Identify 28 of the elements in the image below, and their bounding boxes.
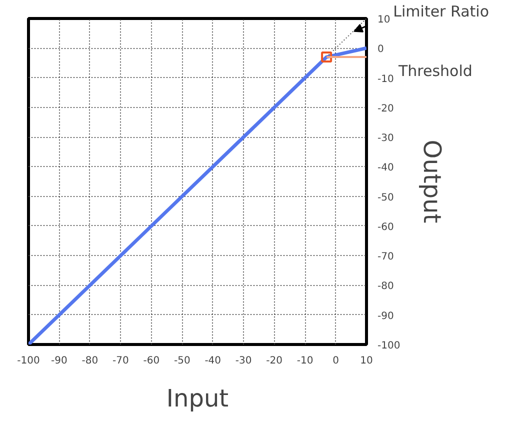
y-tick-label: -80 [378, 281, 394, 292]
x-tick-label: -80 [82, 356, 98, 366]
x-tick-label: -100 [17, 356, 40, 366]
y-tick-label: -90 [378, 310, 394, 322]
y-tick-label: 10 [378, 14, 390, 26]
ref-line-label: Threshold [398, 62, 472, 80]
x-tick-label: 10 [360, 356, 373, 366]
x-axis-title: Input [166, 384, 229, 412]
x-tick-label: -70 [112, 356, 129, 366]
y-tick-label: -60 [378, 222, 394, 233]
x-tick-label: -90 [51, 356, 68, 366]
x-tick-label: -30 [235, 356, 252, 366]
y-tick-label: -100 [378, 340, 400, 352]
y-tick-label: -10 [378, 74, 394, 85]
x-tick-label: -60 [143, 356, 160, 366]
x-tick-label: -20 [266, 356, 282, 366]
y-tick-label: -40 [378, 162, 394, 174]
y-tick-label: 0 [378, 44, 384, 56]
y-tick-label: -20 [378, 103, 394, 114]
y-tick-label: -30 [378, 133, 394, 144]
y-axis-title: Output [418, 140, 446, 224]
x-tick-label: -50 [174, 356, 190, 366]
x-tick-label: 0 [332, 356, 339, 366]
annotation: Limiter Ratio [393, 2, 489, 20]
x-tick-label: -40 [204, 356, 222, 366]
y-tick-label: -70 [378, 252, 394, 263]
y-tick-label: -50 [378, 192, 394, 204]
x-tick-label: -10 [296, 356, 314, 366]
